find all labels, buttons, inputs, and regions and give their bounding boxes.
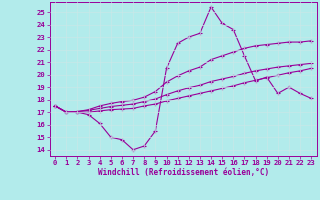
X-axis label: Windchill (Refroidissement éolien,°C): Windchill (Refroidissement éolien,°C) bbox=[98, 168, 269, 177]
